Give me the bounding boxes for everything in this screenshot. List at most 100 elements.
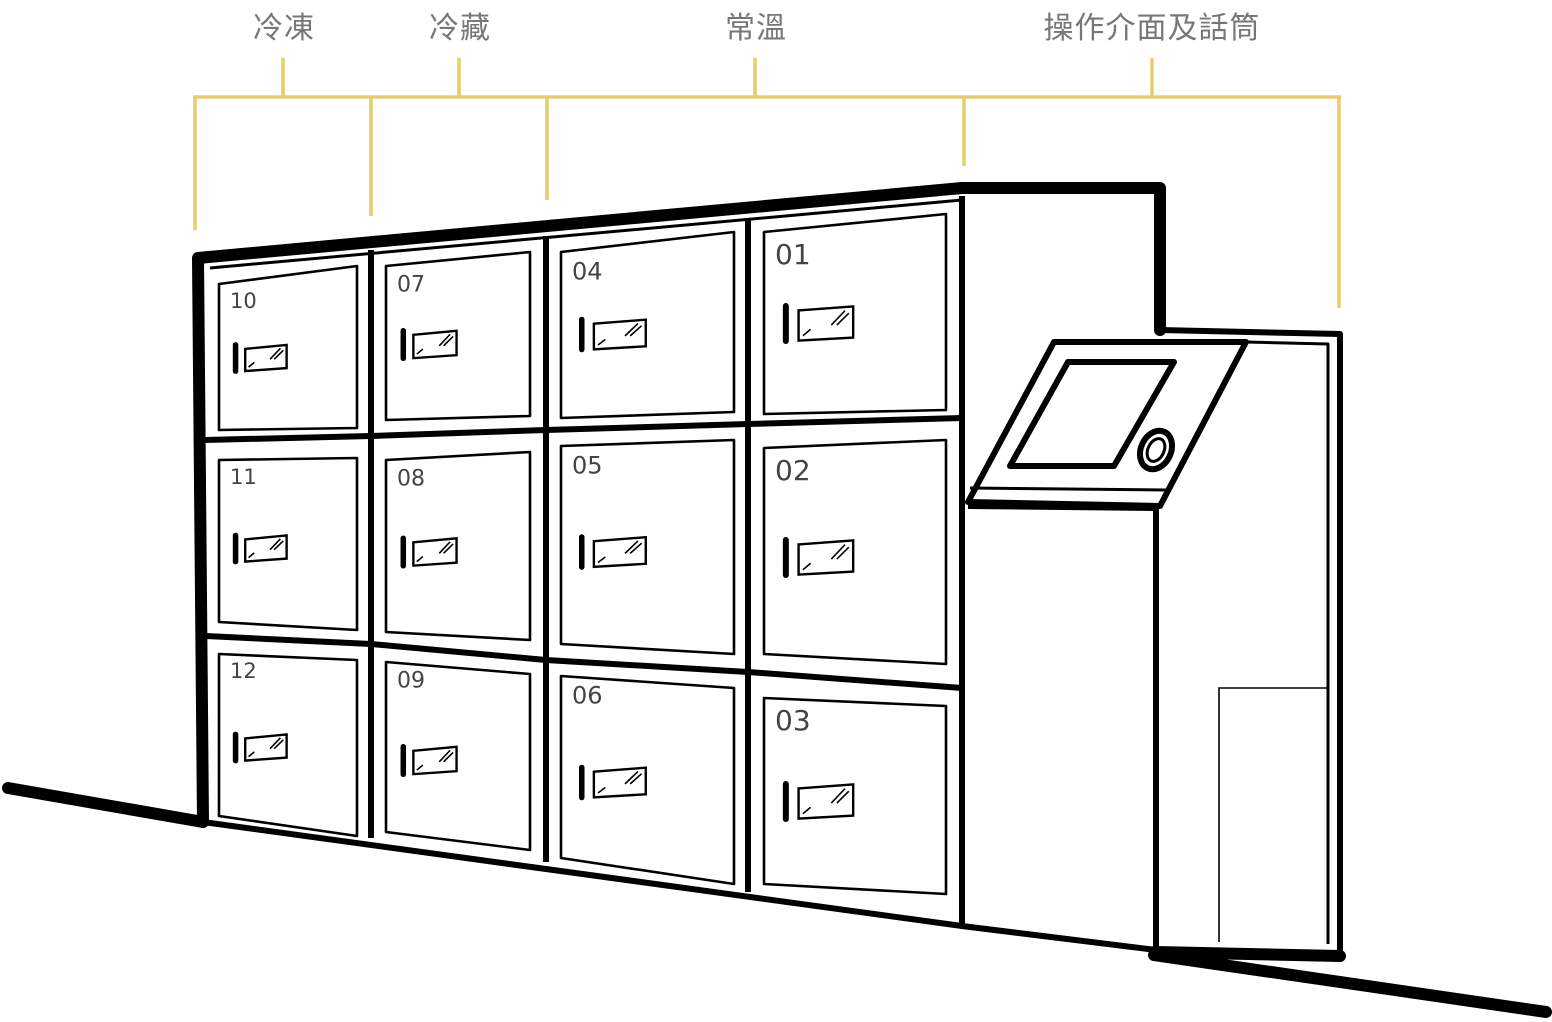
- console-ledge: [969, 486, 1167, 492]
- glass-window-icon: [244, 343, 288, 373]
- glass-glare-mark: [597, 338, 606, 346]
- row-divider-2: [205, 633, 963, 691]
- glass-glare-mark: [624, 322, 639, 337]
- locker-door[interactable]: 12: [217, 652, 359, 838]
- locker-door-panel[interactable]: [217, 264, 359, 432]
- glass-glare-mark: [416, 764, 424, 771]
- locker-cabinet: [192, 182, 1166, 953]
- locker-door[interactable]: 10: [217, 264, 359, 432]
- glass-glare-mark: [836, 546, 850, 560]
- console-housing-top: [965, 339, 1249, 509]
- glass-glare-mark: [802, 328, 812, 337]
- glass-window-icon: [412, 745, 458, 776]
- locker-number: 05: [572, 452, 603, 480]
- glass-glare-mark: [438, 749, 451, 763]
- console-base: [1150, 946, 1346, 962]
- console-right-top: [1159, 327, 1343, 954]
- glass-glare-mark: [629, 542, 643, 554]
- glass-glare-mark: [273, 540, 284, 551]
- glass-glare-mark: [836, 790, 850, 804]
- glass-glare-mark: [443, 543, 454, 554]
- locker-door-panel[interactable]: [384, 660, 532, 852]
- locker-door-panel[interactable]: [217, 456, 359, 632]
- locker-number: 01: [775, 238, 811, 271]
- locker-door-panel[interactable]: [559, 438, 736, 656]
- glass-glare-mark: [836, 312, 850, 326]
- cabinet-inner-top: [209, 198, 963, 270]
- glass-window-icon: [797, 305, 855, 342]
- glass-glare-mark: [438, 333, 451, 347]
- glass-glare-mark: [416, 348, 424, 355]
- locker-door-panel[interactable]: [384, 450, 532, 642]
- locker-door[interactable]: 06: [559, 674, 736, 886]
- glass-glare-mark: [248, 751, 255, 758]
- locker-door-panel[interactable]: [762, 212, 948, 416]
- locker-number: 09: [397, 668, 425, 693]
- locker-door[interactable]: 02: [762, 438, 948, 666]
- zone-label-chill: 冷藏: [429, 11, 491, 46]
- locker-door-panel[interactable]: [559, 674, 736, 886]
- glass-glare-mark: [802, 562, 812, 571]
- glass-glare-mark: [248, 552, 255, 559]
- locker-doors: 01 02 03 04 05 06 07 08 09 10 11 12: [217, 212, 948, 896]
- locker-door-panel[interactable]: [762, 438, 948, 666]
- locker-number: 10: [230, 289, 257, 313]
- glass-glare-mark: [830, 788, 846, 804]
- locker-number: 08: [397, 466, 425, 491]
- console-inner-right-edge: [1245, 340, 1330, 944]
- locker-number: 11: [230, 465, 257, 489]
- floor: [2, 782, 1552, 1018]
- zone-label-ambient: 常溫: [725, 11, 787, 46]
- glass-glare-mark: [802, 806, 812, 815]
- glass-glare-mark: [269, 347, 281, 360]
- cabinet-outline: [192, 182, 1166, 828]
- glass-window-icon: [412, 537, 458, 567]
- console-lower-front: [967, 503, 1159, 952]
- locker-door[interactable]: 05: [559, 438, 736, 656]
- console-unit: [965, 327, 1346, 962]
- glass-glare-mark: [597, 556, 606, 564]
- locker-number: 03: [775, 704, 811, 737]
- touchscreen-icon[interactable]: [1007, 359, 1177, 469]
- glass-glare-mark: [597, 786, 606, 794]
- locker-number: 07: [397, 272, 425, 297]
- locker-door[interactable]: 11: [217, 456, 359, 632]
- zone-label-console: 操作介面及話筒: [1044, 11, 1261, 46]
- glass-glare-mark: [624, 770, 639, 785]
- row-divider-1: [204, 415, 963, 443]
- locker-number: 06: [572, 682, 603, 710]
- glass-glare-mark: [416, 555, 424, 563]
- glass-glare-mark: [438, 541, 451, 554]
- intercom-button-icon[interactable]: [1134, 426, 1178, 475]
- service-door[interactable]: [1218, 687, 1328, 942]
- locker-door[interactable]: 09: [384, 660, 532, 852]
- zone-label-freeze: 冷凍: [253, 11, 315, 46]
- locker-door[interactable]: 04: [559, 230, 736, 420]
- floor-line-right: [1148, 949, 1552, 1018]
- glass-window-icon: [592, 766, 647, 799]
- glass-window-icon: [412, 329, 458, 360]
- locker-door[interactable]: 01: [762, 212, 948, 416]
- locker-door[interactable]: 08: [384, 450, 532, 642]
- locker-number: 12: [230, 659, 257, 683]
- glass-glare-mark: [830, 310, 846, 326]
- locker-door-panel[interactable]: [762, 696, 948, 896]
- glass-glare-mark: [273, 739, 284, 750]
- glass-window-icon: [244, 733, 288, 762]
- glass-glare-mark: [443, 751, 454, 763]
- glass-window-icon: [592, 535, 647, 569]
- zone-brackets: [193, 58, 1341, 308]
- glass-window-icon: [592, 318, 647, 351]
- glass-glare-mark: [443, 335, 454, 347]
- locker-door[interactable]: 03: [762, 696, 948, 896]
- glass-glare-mark: [624, 540, 639, 554]
- locker-door-panel[interactable]: [384, 250, 532, 422]
- locker-door-panel[interactable]: [217, 652, 359, 838]
- locker-door-panel[interactable]: [559, 230, 736, 420]
- locker-number: 02: [775, 454, 811, 487]
- glass-glare-mark: [269, 538, 281, 551]
- glass-window-icon: [244, 534, 288, 563]
- locker-number: 04: [572, 258, 603, 286]
- locker-door[interactable]: 07: [384, 250, 532, 422]
